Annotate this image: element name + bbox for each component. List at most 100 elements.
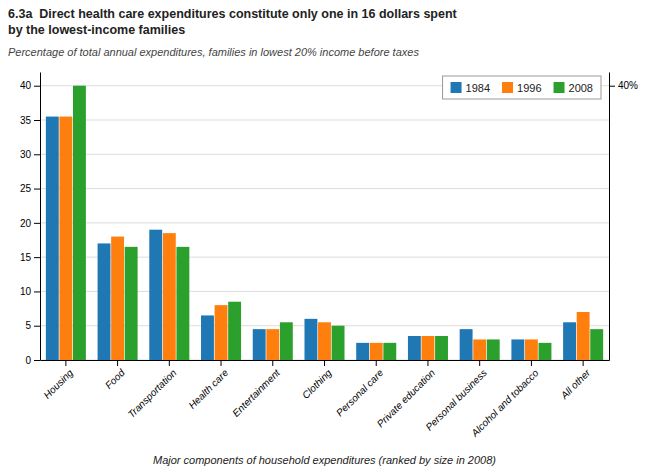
- x-tick-label: Transportation: [126, 367, 179, 420]
- x-tick: Clothing: [300, 360, 334, 401]
- y-tick-label: 40: [20, 80, 32, 91]
- y2-tick: 40%: [609, 80, 638, 91]
- y-tick-mark: [34, 189, 40, 190]
- title: 6.3a Direct health care expenditures con…: [8, 7, 458, 37]
- bar: [125, 247, 138, 360]
- bar: [73, 86, 86, 360]
- legend-label: 2008: [569, 82, 593, 94]
- y-tick: 25: [20, 183, 40, 194]
- y-tick-mark: [34, 223, 40, 224]
- x-tick-mark: [427, 360, 428, 366]
- bar: [59, 117, 72, 360]
- x-tick-label: Alcohol and tobacco: [468, 367, 540, 439]
- y2-axis-line: [609, 73, 610, 361]
- x-tick: Housing: [41, 360, 75, 401]
- chart: 6.3a Direct health care expenditures con…: [0, 0, 649, 472]
- bar: [525, 339, 538, 360]
- bar: [577, 312, 590, 360]
- x-tick-mark: [65, 360, 66, 366]
- legend-swatch: [554, 82, 565, 93]
- y-tick: 20: [20, 218, 40, 229]
- series: [46, 117, 576, 360]
- y-tick-label: 25: [20, 183, 32, 194]
- x-tick: Personal care: [334, 360, 386, 418]
- y-tick-label: 10: [20, 286, 32, 297]
- bar: [332, 326, 345, 360]
- y-axis-line: [40, 73, 41, 361]
- y-tick-label: 0: [25, 355, 31, 366]
- bars: [46, 86, 603, 360]
- y-tick: 40: [20, 80, 40, 91]
- x-tick-mark: [583, 360, 584, 366]
- bar: [266, 329, 279, 360]
- y-tick: 10: [20, 286, 40, 297]
- legend-label: 1984: [466, 82, 490, 94]
- bar: [111, 237, 124, 360]
- y2-tick-mark: [609, 86, 615, 87]
- bar: [487, 339, 500, 360]
- bar: [215, 305, 228, 360]
- title-line: 6.3a Direct health care expenditures con…: [8, 7, 458, 21]
- bar: [511, 339, 524, 360]
- bar: [563, 322, 576, 360]
- grid-line: [40, 154, 609, 155]
- legend-frame: [443, 76, 601, 99]
- x-tick-mark: [221, 360, 222, 366]
- x-label: Major components of household expenditur…: [153, 454, 496, 466]
- x-tick-label: Clothing: [300, 367, 334, 401]
- x-tick-mark: [169, 360, 170, 366]
- x-tick-mark: [531, 360, 532, 366]
- y-axis: 0 5 10 15 20 25 30 35 40: [20, 73, 41, 366]
- x-axis: Housing FoodTransportationHealth careEnte…: [41, 360, 610, 439]
- y-tick-mark: [34, 326, 40, 327]
- x-tick-label: All other: [558, 367, 593, 402]
- y2-tick-label: 40%: [618, 80, 638, 91]
- legend-swatch: [451, 82, 462, 93]
- y-tick-label: 20: [20, 218, 32, 229]
- y-tick-label: 5: [25, 320, 31, 331]
- y-tick: 35: [20, 115, 40, 126]
- y-tick-mark: [34, 154, 40, 155]
- x-tick: Food: [103, 360, 127, 391]
- bar: [46, 117, 59, 360]
- x-tick-label: Food: [103, 367, 127, 391]
- y-tick-label: 30: [20, 149, 32, 160]
- y-tick-mark: [34, 360, 40, 361]
- bar: [201, 315, 214, 360]
- legend-swatch: [502, 82, 513, 93]
- y-tick-label: 15: [20, 252, 32, 263]
- bar: [370, 343, 383, 360]
- y-tick-mark: [34, 257, 40, 258]
- x-tick: Entertainment: [230, 360, 283, 419]
- bar: [408, 336, 421, 360]
- x-tick-label: Personal care: [334, 367, 386, 419]
- y-tick-mark: [34, 120, 40, 121]
- bar: [383, 343, 396, 360]
- y-tick-mark: [34, 291, 40, 292]
- grid-line: [40, 120, 609, 121]
- bar: [422, 336, 435, 360]
- y-tick: 5: [25, 320, 40, 331]
- legend-label: 1996: [517, 82, 541, 94]
- bar: [253, 329, 266, 360]
- x-tick: Alcohol and tobacco: [468, 360, 540, 439]
- series: [59, 117, 589, 360]
- bar: [435, 336, 448, 360]
- bar: [460, 329, 473, 360]
- plot: Housing FoodTransportationHealth careEnte…: [20, 73, 638, 440]
- y-tick: 15: [20, 252, 40, 263]
- grid-line: [40, 188, 609, 189]
- x-tick-mark: [272, 360, 273, 366]
- subtitle: Percentage of total annual expenditures,…: [8, 46, 419, 58]
- bar: [163, 233, 176, 360]
- x-tick: Health care: [186, 360, 230, 411]
- bar: [539, 343, 552, 360]
- y-tick: 30: [20, 149, 40, 160]
- x-tick-mark: [324, 360, 325, 366]
- bar: [280, 322, 293, 360]
- x-tick-label: Housing: [41, 367, 75, 401]
- grid: [40, 86, 609, 360]
- bar: [149, 230, 162, 360]
- x-tick-mark: [117, 360, 118, 366]
- x-tick-label: Health care: [186, 367, 230, 411]
